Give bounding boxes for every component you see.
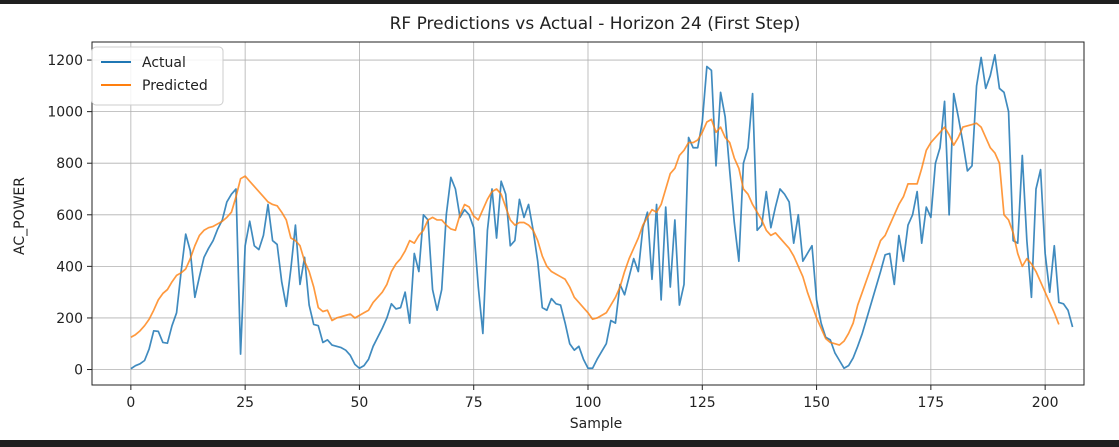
y-tick-label: 1200 bbox=[47, 53, 83, 69]
y-tick-label: 0 bbox=[74, 363, 83, 379]
y-axis-label: AC_POWER bbox=[12, 177, 28, 255]
legend-label-actual: Actual bbox=[142, 55, 186, 71]
bottom-border bbox=[0, 440, 1119, 447]
chart: RF Predictions vs Actual - Horizon 24 (F… bbox=[12, 14, 1085, 432]
figure: RF Predictions vs Actual - Horizon 24 (F… bbox=[0, 4, 1119, 440]
x-tick-label: 50 bbox=[351, 395, 369, 411]
y-tick-label: 1000 bbox=[47, 105, 83, 121]
y-tick-label: 600 bbox=[56, 208, 83, 224]
x-tick-label: 200 bbox=[1032, 395, 1059, 411]
legend-label-predicted: Predicted bbox=[142, 78, 208, 94]
legend: Actual Predicted bbox=[91, 46, 224, 106]
y-tick-label: 800 bbox=[56, 156, 83, 172]
x-tick-label: 75 bbox=[465, 395, 483, 411]
y-ticks: 0 200 400 600 800 1000 1200 bbox=[47, 53, 92, 379]
x-ticks: 0 25 50 75 100 125 150 175 200 bbox=[126, 385, 1059, 411]
series-line-actual bbox=[130, 54, 1074, 370]
x-tick-label: 100 bbox=[575, 395, 602, 411]
series-line-predicted bbox=[130, 118, 1060, 346]
chart-title: RF Predictions vs Actual - Horizon 24 (F… bbox=[390, 14, 801, 34]
x-tick-label: 150 bbox=[803, 395, 830, 411]
top-border bbox=[0, 0, 1119, 4]
y-tick-label: 200 bbox=[56, 311, 83, 327]
x-axis-label: Sample bbox=[570, 416, 623, 432]
series-layer bbox=[130, 54, 1074, 370]
x-tick-label: 125 bbox=[689, 395, 716, 411]
x-tick-label: 175 bbox=[917, 395, 944, 411]
x-tick-label: 0 bbox=[126, 395, 135, 411]
y-tick-label: 400 bbox=[56, 259, 83, 275]
x-tick-label: 25 bbox=[236, 395, 254, 411]
